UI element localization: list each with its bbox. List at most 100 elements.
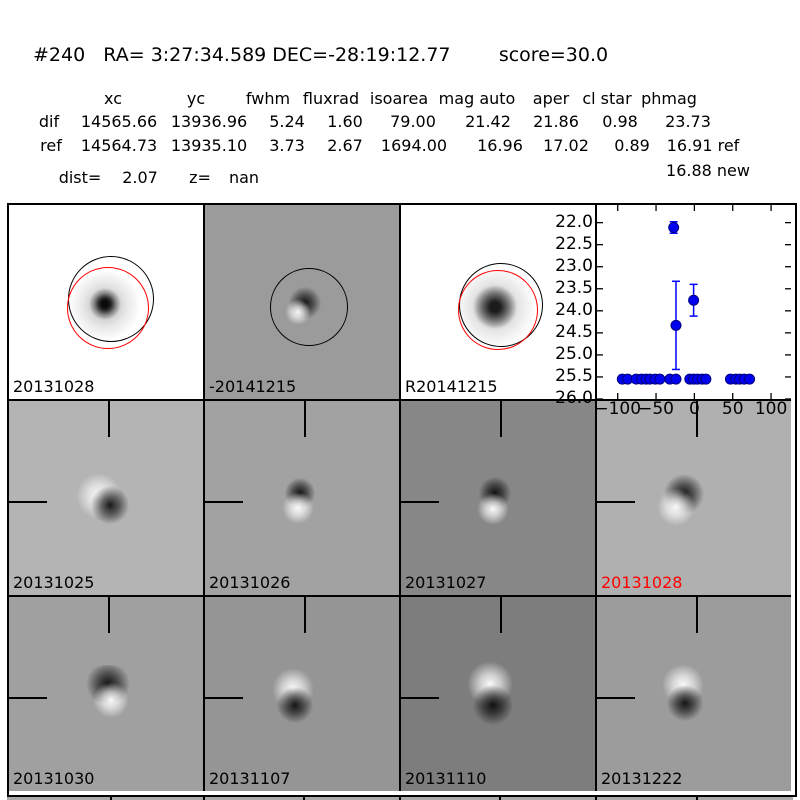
lightcurve-canvas (597, 205, 791, 399)
ref-yc: 13935.10 (170, 136, 248, 155)
ref-phmag: 16.91 ref (666, 136, 740, 155)
y-tick-label: 22.0 (555, 211, 593, 232)
col-header-fwhm: fwhm (245, 89, 291, 108)
z-value: nan (228, 168, 260, 187)
crosshair-vertical (696, 597, 698, 633)
stamp-label: 20131025 (13, 573, 95, 593)
col-header-fluxrad: fluxrad (302, 89, 360, 108)
col-header-isoarea: isoarea (369, 89, 429, 108)
stamp-label: 20131027 (405, 573, 487, 593)
crosshair-horizontal (205, 501, 243, 503)
ref-fwhm: 3.73 (269, 136, 305, 155)
x-tick-label: −50 (638, 399, 674, 419)
y-tick-label: 24.0 (555, 299, 593, 320)
x-tick-label: 0 (688, 399, 700, 419)
crosshair-vertical (108, 597, 110, 633)
stamp-epoch-20131027: 20131027 (401, 401, 597, 597)
y-tick-label: 26.0 (555, 388, 593, 408)
stamp-label: 20131222 (601, 769, 683, 789)
crosshair-vertical (500, 401, 502, 437)
crosshair-vertical (304, 597, 306, 633)
stamp-ref-image: R20141215 (401, 205, 597, 401)
cutout-grid: 20131028 -20141215 R20141215 20131025 (7, 203, 797, 797)
stamp-blob-light (93, 682, 129, 718)
y-tick-label: 24.5 (555, 321, 593, 342)
x-tick-label: 100 (754, 399, 788, 419)
stamp-epoch-20131222: 20131222 (597, 597, 791, 791)
stamp-epoch-20131026: 20131026 (205, 401, 401, 597)
crosshair-horizontal (401, 501, 439, 503)
stamp-blob-light (657, 488, 695, 526)
z-label: z= (189, 168, 211, 187)
crosshair-horizontal (205, 697, 243, 699)
dif-yc: 13936.96 (170, 112, 248, 131)
stamp-blob-light (282, 492, 314, 524)
crosshair-vertical (303, 797, 305, 800)
crosshair-vertical (108, 401, 110, 437)
stamp-epoch-20131110: 20131110 (401, 597, 597, 791)
crosshair-horizontal (9, 697, 47, 699)
stamp-label: 20131110 (405, 769, 487, 789)
stamp-label: 20131107 (209, 769, 291, 789)
stamp-epoch-20131107: 20131107 (205, 597, 401, 791)
stamp-label: 20131030 (13, 769, 95, 789)
dif-row-label: dif (38, 112, 60, 131)
phmag-new-value: 16.88 new (666, 161, 750, 180)
dif-xc: 14565.66 (80, 112, 158, 131)
dif-cl-star: 0.98 (602, 112, 638, 131)
stamp-label: 20131028 (13, 377, 95, 397)
lightcurve-plot (597, 205, 791, 401)
ref-fluxrad: 2.67 (327, 136, 363, 155)
page-title: #240 RA= 3:27:34.589 DEC=-28:19:12.77 sc… (33, 44, 609, 66)
panel-border (595, 797, 597, 800)
ref-isoarea: 1694.00 (380, 136, 448, 155)
col-header-mag-auto: mag auto (438, 89, 516, 108)
col-header-cl-star: cl star (582, 89, 632, 108)
stamp-blob-dark (276, 686, 314, 724)
aperture-circle-red (458, 270, 538, 350)
dif-aper: 21.86 (533, 112, 579, 131)
ref-row-label: ref (40, 136, 62, 155)
col-header-yc: yc (186, 89, 206, 108)
dif-isoarea: 79.00 (390, 112, 436, 131)
x-tick-label: −100 (594, 399, 642, 419)
crosshair-vertical (500, 597, 502, 633)
ref-mag-auto: 16.96 (477, 136, 523, 155)
ref-xc: 14564.73 (80, 136, 158, 155)
col-header-xc: xc (104, 89, 122, 108)
stamp-dif-image: -20141215 (205, 205, 401, 401)
aperture-circle-black (270, 268, 348, 346)
crosshair-horizontal (597, 501, 635, 503)
y-tick-label: 25.5 (555, 365, 593, 386)
crosshair-horizontal (9, 501, 47, 503)
crosshair-horizontal (597, 697, 635, 699)
stamp-label: 20131026 (209, 573, 291, 593)
crosshair-horizontal (401, 697, 439, 699)
stamp-blob-light (477, 493, 509, 525)
panel-border (203, 797, 205, 800)
dif-phmag: 23.73 (665, 112, 711, 131)
crosshair-vertical (304, 401, 306, 437)
crosshair-vertical (110, 797, 112, 800)
dist-value: 2.07 (122, 168, 158, 187)
crosshair-vertical (499, 797, 501, 800)
panel-border (399, 797, 401, 800)
stamp-blob-dark (666, 684, 704, 722)
crosshair-vertical (696, 797, 698, 800)
ref-aper: 17.02 (543, 136, 589, 155)
dif-fwhm: 5.24 (269, 112, 305, 131)
dif-mag-auto: 21.42 (465, 112, 511, 131)
stamp-blob-dark (90, 485, 130, 525)
y-tick-label: 23.0 (555, 255, 593, 276)
y-tick-label: 23.5 (555, 277, 593, 298)
stamp-epoch-20131025: 20131025 (9, 401, 205, 597)
crosshair-vertical (696, 401, 698, 437)
stamp-label: 20131028 (601, 573, 683, 593)
stamp-label: -20141215 (209, 377, 297, 397)
stamp-new-image: 20131028 (9, 205, 205, 401)
x-tick-label: 50 (721, 399, 744, 419)
dif-fluxrad: 1.60 (327, 112, 363, 131)
stamp-epoch-20131030: 20131030 (9, 597, 205, 791)
aperture-circle-red (67, 267, 149, 349)
